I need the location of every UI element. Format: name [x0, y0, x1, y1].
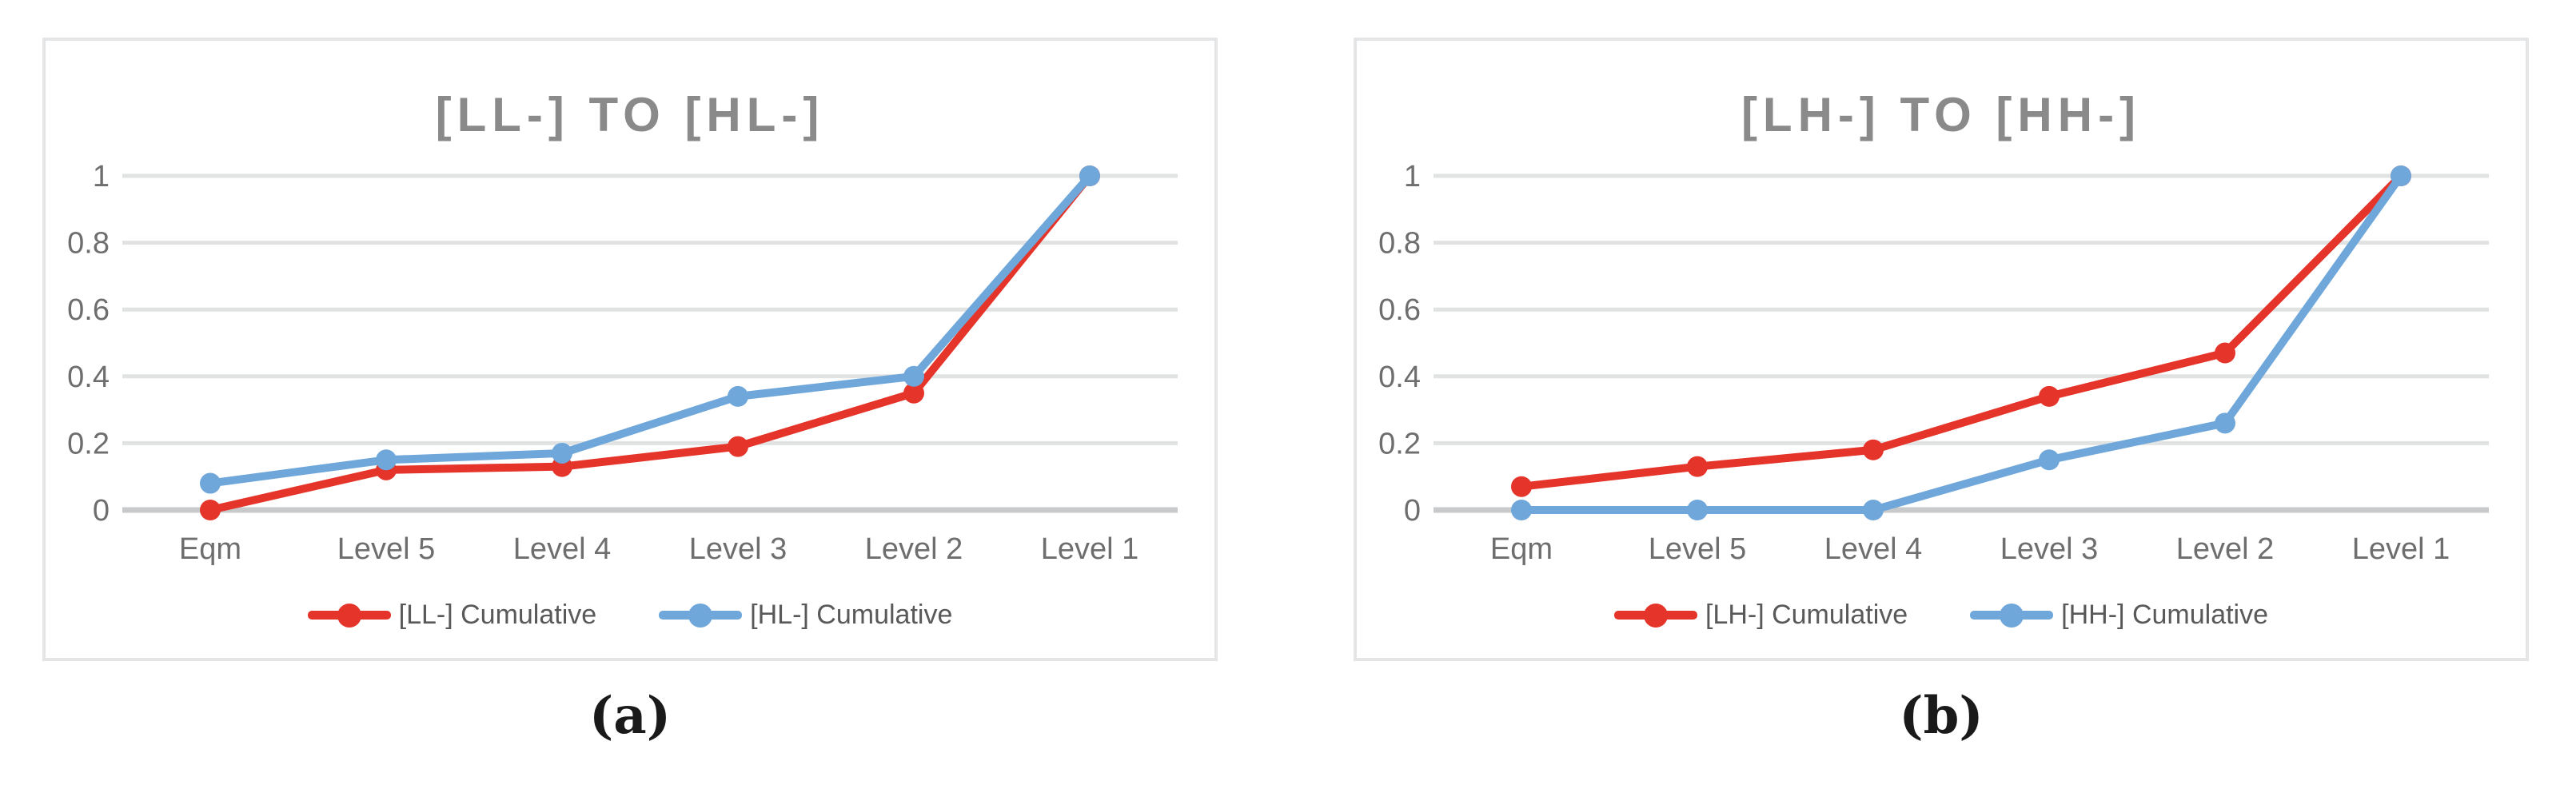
data-point — [903, 382, 924, 404]
data-point — [2039, 385, 2060, 407]
data-point — [376, 449, 397, 471]
data-point — [2215, 342, 2235, 364]
y-tick-label: 0.6 — [1378, 293, 1421, 327]
x-category-label: Level 2 — [865, 532, 963, 566]
x-category-label: Level 2 — [2176, 532, 2275, 566]
x-category-label: Level 1 — [2352, 532, 2450, 566]
panel-caption-a: (a) — [588, 686, 672, 746]
y-tick-label: 0.2 — [1378, 427, 1421, 460]
panel-caption-b: (b) — [1899, 686, 1984, 746]
data-point — [903, 365, 924, 387]
legend-item: [HH-] Cumulative — [1970, 600, 2268, 631]
series-line — [1517, 172, 2405, 491]
data-point — [2215, 412, 2235, 434]
legend-line-dot-marker — [1970, 603, 2054, 628]
data-point — [2039, 449, 2060, 471]
data-point — [728, 436, 748, 457]
y-tick-label: 1 — [1404, 160, 1421, 193]
x-category-label: Level 3 — [2000, 532, 2099, 566]
x-category-label: Level 3 — [689, 532, 788, 566]
series-line — [206, 172, 1094, 488]
y-tick-label: 0 — [1404, 494, 1421, 528]
y-tick-label: 0 — [93, 494, 110, 528]
y-tick-label: 0.2 — [67, 427, 110, 460]
y-tick-label: 0.8 — [67, 227, 110, 261]
x-category-label: Level 1 — [1041, 532, 1139, 566]
chart-legend: [LH-] Cumulative [HH-] Cumulative — [1357, 600, 2526, 631]
data-point — [728, 385, 748, 407]
y-tick-label: 1 — [93, 160, 110, 193]
x-category-label: Eqm — [1490, 532, 1553, 566]
series-line — [1517, 172, 2405, 514]
data-point — [1079, 165, 1100, 186]
legend-label: [HH-] Cumulative — [2061, 600, 2269, 630]
data-point — [200, 472, 221, 494]
data-point — [1511, 476, 1532, 497]
legend-label: [HL-] Cumulative — [750, 600, 953, 630]
data-point — [1687, 456, 1708, 477]
x-category-label: Level 5 — [1649, 532, 1747, 566]
y-tick-label: 0.4 — [1378, 361, 1421, 394]
line-plot: 0 0.2 0.4 0.6 0.8 1 Eqm Level 5 Level 4 Level 3 Le… — [1378, 160, 2489, 566]
y-tick-label: 0.6 — [67, 293, 110, 327]
y-tick-label: 0.8 — [1378, 227, 1421, 261]
data-point — [552, 442, 572, 464]
x-category-label: Level 4 — [1824, 532, 1923, 566]
legend-label: [LL-] Cumulative — [398, 600, 597, 630]
x-category-label: Level 4 — [513, 532, 612, 566]
legend-item: [LL-] Cumulative — [307, 600, 597, 631]
x-category-label: Level 5 — [337, 532, 436, 566]
line-plot: 0 0.2 0.4 0.6 0.8 1 Eqm Level 5 Level 4 Level 3 Le… — [67, 160, 1178, 566]
data-point — [2391, 165, 2411, 186]
chart-legend: [LL-] Cumulative [HL-] Cumulative — [46, 600, 1214, 631]
legend-item: [HL-] Cumulative — [659, 600, 952, 631]
data-point — [200, 500, 221, 520]
chart-title: [LL-] TO [HL-] — [435, 88, 825, 141]
data-point — [1863, 500, 1884, 520]
legend-label: [LH-] Cumulative — [1705, 600, 1908, 630]
legend-item: [LH-] Cumulative — [1613, 600, 1908, 631]
chart-panel-a: [LL-] TO [HL-] 0 0.2 0.4 0.6 0.8 1 Eqm Level 5 L… — [42, 38, 1218, 661]
legend-line-dot-marker — [659, 603, 743, 628]
chart-panel-b: [LH-] TO [HH-] 0 0.2 0.4 0.6 0.8 1 Eqm Level 5 L… — [1354, 38, 2529, 661]
series-line — [206, 172, 1094, 514]
chart-title: [LH-] TO [HH-] — [1741, 88, 2142, 141]
x-category-label: Eqm — [179, 532, 241, 566]
legend-line-dot-marker — [307, 603, 391, 628]
y-tick-label: 0.4 — [67, 361, 110, 394]
data-point — [1863, 439, 1884, 460]
data-point — [1511, 500, 1532, 520]
data-point — [1687, 500, 1708, 520]
legend-line-dot-marker — [1613, 603, 1697, 628]
